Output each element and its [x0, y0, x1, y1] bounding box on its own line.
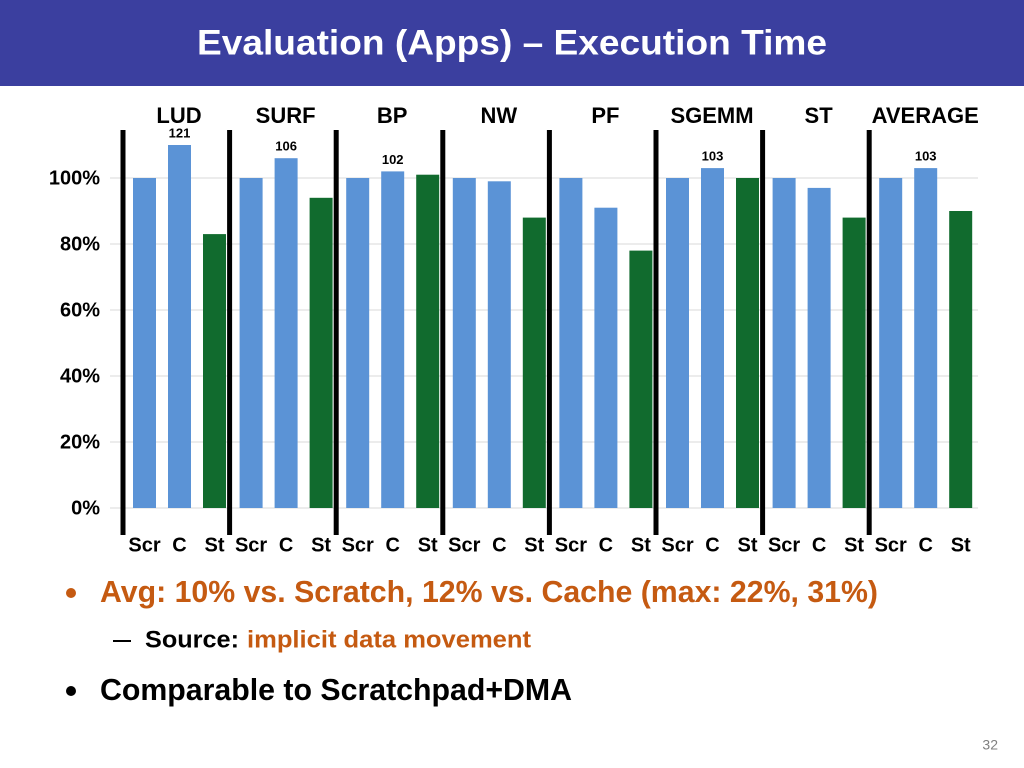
x-tick-label: Scr [448, 534, 480, 556]
bar [914, 168, 938, 508]
y-tick-label: 100% [49, 167, 100, 189]
bar [949, 211, 973, 508]
bar [274, 158, 298, 508]
bar [842, 217, 866, 508]
x-tick-label: Scr [875, 534, 907, 556]
group-label: BP [377, 103, 408, 128]
sub-bullet-label: Source: [145, 626, 239, 653]
bar [239, 178, 263, 508]
y-tick-label: 60% [60, 299, 100, 321]
x-tick-label: Scr [342, 534, 374, 556]
bar [346, 178, 370, 508]
group-label: SGEMM [670, 103, 753, 128]
data-label: 106 [275, 139, 297, 154]
x-tick-label: C [385, 534, 399, 556]
x-tick-label: St [631, 534, 651, 556]
bullet-text: Comparable to Scratchpad+DMA [100, 672, 572, 707]
x-tick-label: St [205, 534, 225, 556]
x-tick-label: St [738, 534, 758, 556]
bar [381, 171, 405, 508]
chart: 0% 20% 40% 60% 80% 100% LUD Scr C 121 St SURF Scr C 10… [49, 103, 979, 556]
x-tick-label: St [524, 534, 544, 556]
group-label: NW [480, 103, 517, 128]
x-tick-label: Scr [128, 534, 160, 556]
bar [168, 145, 191, 508]
sub-bullet-text: implicit data movement [247, 626, 531, 653]
group-label: PF [591, 103, 619, 128]
slide-title: Evaluation (Apps) – Execution Time [197, 23, 827, 62]
group-label: SURF [256, 103, 316, 128]
bar [203, 234, 226, 508]
data-label: 102 [382, 152, 404, 167]
x-tick-label: C [599, 534, 613, 556]
bar [736, 178, 759, 508]
y-tick-label: 20% [60, 431, 100, 453]
data-label: 103 [915, 149, 937, 164]
title-bar [0, 0, 1024, 86]
bullet-dot [66, 686, 76, 696]
bar [487, 181, 511, 508]
y-tick-label: 40% [60, 365, 100, 387]
bar [416, 174, 440, 508]
data-label: 103 [702, 149, 724, 164]
data-label: 121 [169, 125, 191, 140]
x-tick-label: St [951, 534, 971, 556]
bar [309, 197, 333, 508]
x-tick-label: St [311, 534, 331, 556]
bar [133, 178, 156, 508]
x-tick-label: C [918, 534, 932, 556]
bar [559, 178, 583, 508]
bullet-text: Avg: 10% vs. Scratch, 12% vs. Cache (max… [100, 574, 878, 609]
bullet-dot [66, 588, 76, 598]
page-number: 32 [982, 737, 998, 753]
x-tick-label: Scr [235, 534, 267, 556]
bar [807, 187, 831, 508]
bar [522, 217, 546, 508]
x-tick-label: C [812, 534, 826, 556]
bars [133, 145, 973, 508]
x-tick-label: St [418, 534, 438, 556]
x-tick-label: C [705, 534, 719, 556]
group-label: AVERAGE [872, 103, 979, 128]
x-tick-label: Scr [555, 534, 587, 556]
y-tick-label: 0% [71, 497, 100, 519]
bar [629, 250, 653, 508]
bar [452, 178, 476, 508]
bar [879, 178, 903, 508]
x-tick-label: C [492, 534, 506, 556]
bar [772, 178, 796, 508]
bar [594, 207, 618, 508]
y-tick-label: 80% [60, 233, 100, 255]
x-tick-label: Scr [661, 534, 693, 556]
group-label: ST [805, 103, 834, 128]
x-tick-label: St [844, 534, 864, 556]
x-tick-label: C [172, 534, 186, 556]
group-label: LUD [156, 103, 201, 128]
bar [701, 168, 724, 508]
x-tick-label: C [279, 534, 293, 556]
x-tick-label: Scr [768, 534, 800, 556]
bar [666, 178, 689, 508]
